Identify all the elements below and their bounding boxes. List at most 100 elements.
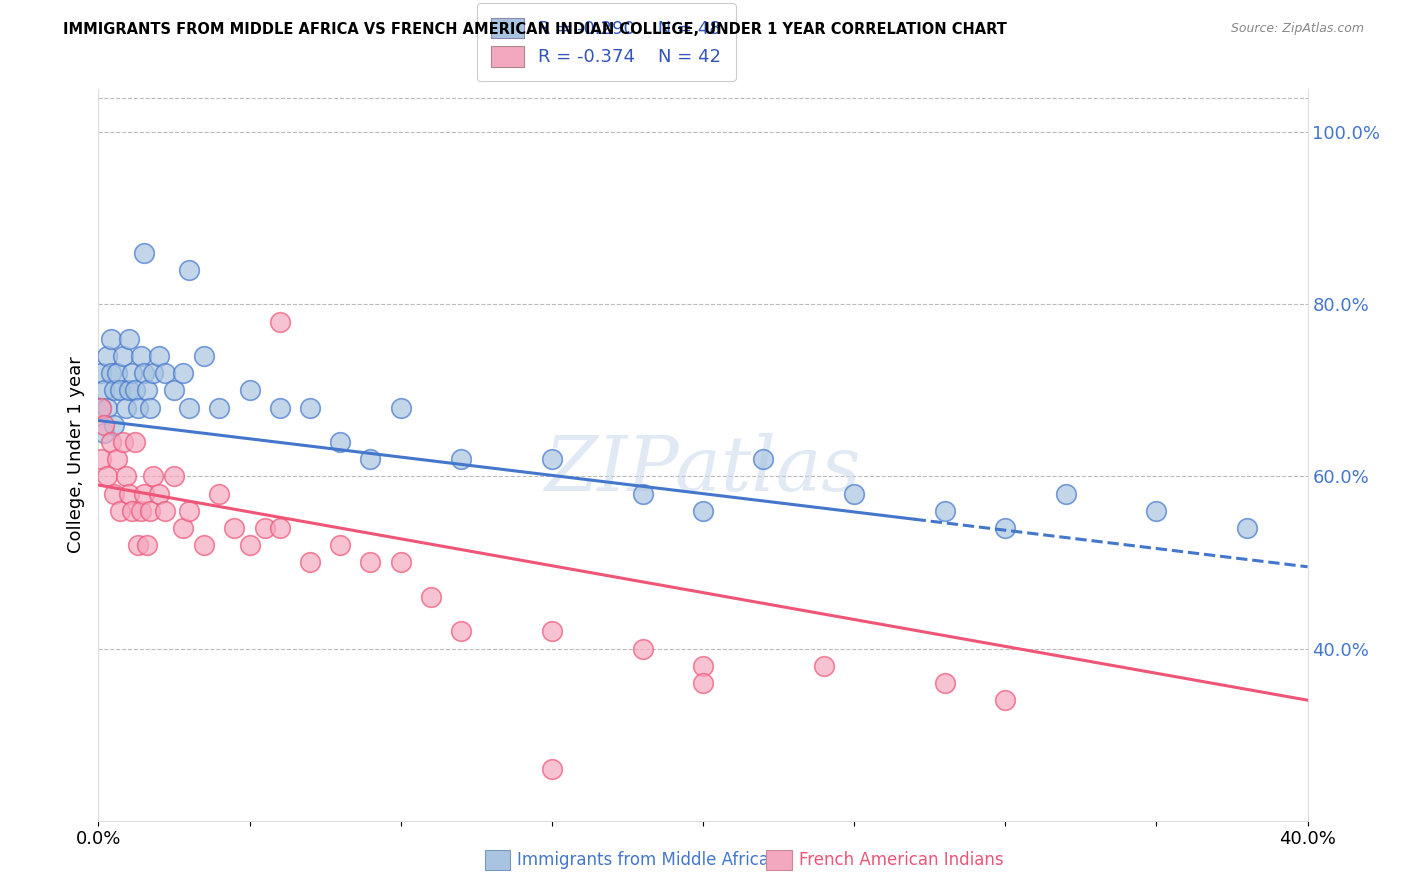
Point — [118, 384, 141, 398]
Point — [299, 556, 322, 570]
Point — [96, 469, 118, 483]
Point — [127, 401, 149, 415]
Point — [105, 452, 128, 467]
Point — [142, 469, 165, 483]
Text: French American Indians: French American Indians — [799, 851, 1004, 869]
Point — [389, 556, 412, 570]
Point — [153, 366, 176, 380]
Point — [129, 504, 152, 518]
Point — [540, 452, 562, 467]
Point — [132, 245, 155, 260]
Point — [179, 504, 201, 518]
Point — [420, 590, 443, 604]
Point — [239, 538, 262, 552]
Point — [994, 521, 1017, 535]
Point — [100, 332, 122, 346]
Point — [100, 366, 122, 380]
Point — [269, 401, 291, 415]
Point — [124, 384, 146, 398]
Point — [93, 417, 115, 432]
Point — [148, 486, 170, 500]
Point — [994, 693, 1017, 707]
Point — [934, 504, 956, 518]
Point — [105, 366, 128, 380]
Point — [163, 384, 186, 398]
Point — [692, 504, 714, 518]
Point — [752, 452, 775, 467]
Point — [96, 401, 118, 415]
Point — [132, 366, 155, 380]
Point — [114, 401, 136, 415]
Point — [132, 486, 155, 500]
Point — [90, 452, 112, 467]
Point — [124, 435, 146, 450]
Point — [108, 384, 131, 398]
Point — [93, 384, 115, 398]
Point — [127, 538, 149, 552]
Legend: R = -0.290    N = 48, R = -0.374    N = 42: R = -0.290 N = 48, R = -0.374 N = 42 — [477, 4, 735, 81]
Point — [148, 349, 170, 363]
Point — [103, 417, 125, 432]
Point — [692, 658, 714, 673]
Point — [299, 401, 322, 415]
Y-axis label: College, Under 1 year: College, Under 1 year — [66, 357, 84, 553]
Point — [118, 486, 141, 500]
Point — [450, 624, 472, 639]
Point — [111, 349, 134, 363]
Point — [100, 435, 122, 450]
Point — [692, 676, 714, 690]
Point — [96, 349, 118, 363]
Point — [1054, 486, 1077, 500]
Point — [631, 486, 654, 500]
Point — [172, 366, 194, 380]
Point — [135, 384, 157, 398]
Point — [329, 435, 352, 450]
Point — [179, 401, 201, 415]
Point — [360, 556, 382, 570]
Point — [269, 521, 291, 535]
Point — [121, 504, 143, 518]
Point — [90, 401, 112, 415]
Point — [239, 384, 262, 398]
Point — [139, 401, 162, 415]
Text: Source: ZipAtlas.com: Source: ZipAtlas.com — [1230, 22, 1364, 36]
Point — [631, 641, 654, 656]
Point — [93, 426, 115, 441]
Point — [224, 521, 246, 535]
Point — [121, 366, 143, 380]
Point — [813, 658, 835, 673]
Point — [103, 384, 125, 398]
Text: ZIPatlas: ZIPatlas — [544, 433, 862, 507]
Point — [269, 314, 291, 328]
Point — [103, 486, 125, 500]
Point — [142, 366, 165, 380]
Point — [193, 349, 215, 363]
Point — [389, 401, 412, 415]
Point — [111, 435, 134, 450]
Point — [114, 469, 136, 483]
Point — [90, 366, 112, 380]
Point — [329, 538, 352, 552]
Point — [253, 521, 276, 535]
Point — [118, 332, 141, 346]
Text: Immigrants from Middle Africa: Immigrants from Middle Africa — [517, 851, 769, 869]
Point — [934, 676, 956, 690]
Text: IMMIGRANTS FROM MIDDLE AFRICA VS FRENCH AMERICAN INDIAN COLLEGE, UNDER 1 YEAR CO: IMMIGRANTS FROM MIDDLE AFRICA VS FRENCH … — [63, 22, 1007, 37]
Point — [208, 486, 231, 500]
Point — [139, 504, 162, 518]
Point — [1236, 521, 1258, 535]
Point — [540, 762, 562, 776]
Point — [153, 504, 176, 518]
Point — [163, 469, 186, 483]
Point — [360, 452, 382, 467]
Point — [193, 538, 215, 552]
Point — [135, 538, 157, 552]
Point — [108, 504, 131, 518]
Point — [208, 401, 231, 415]
Point — [172, 521, 194, 535]
Point — [129, 349, 152, 363]
Point — [179, 263, 201, 277]
Point — [1144, 504, 1167, 518]
Point — [90, 401, 112, 415]
Point — [450, 452, 472, 467]
